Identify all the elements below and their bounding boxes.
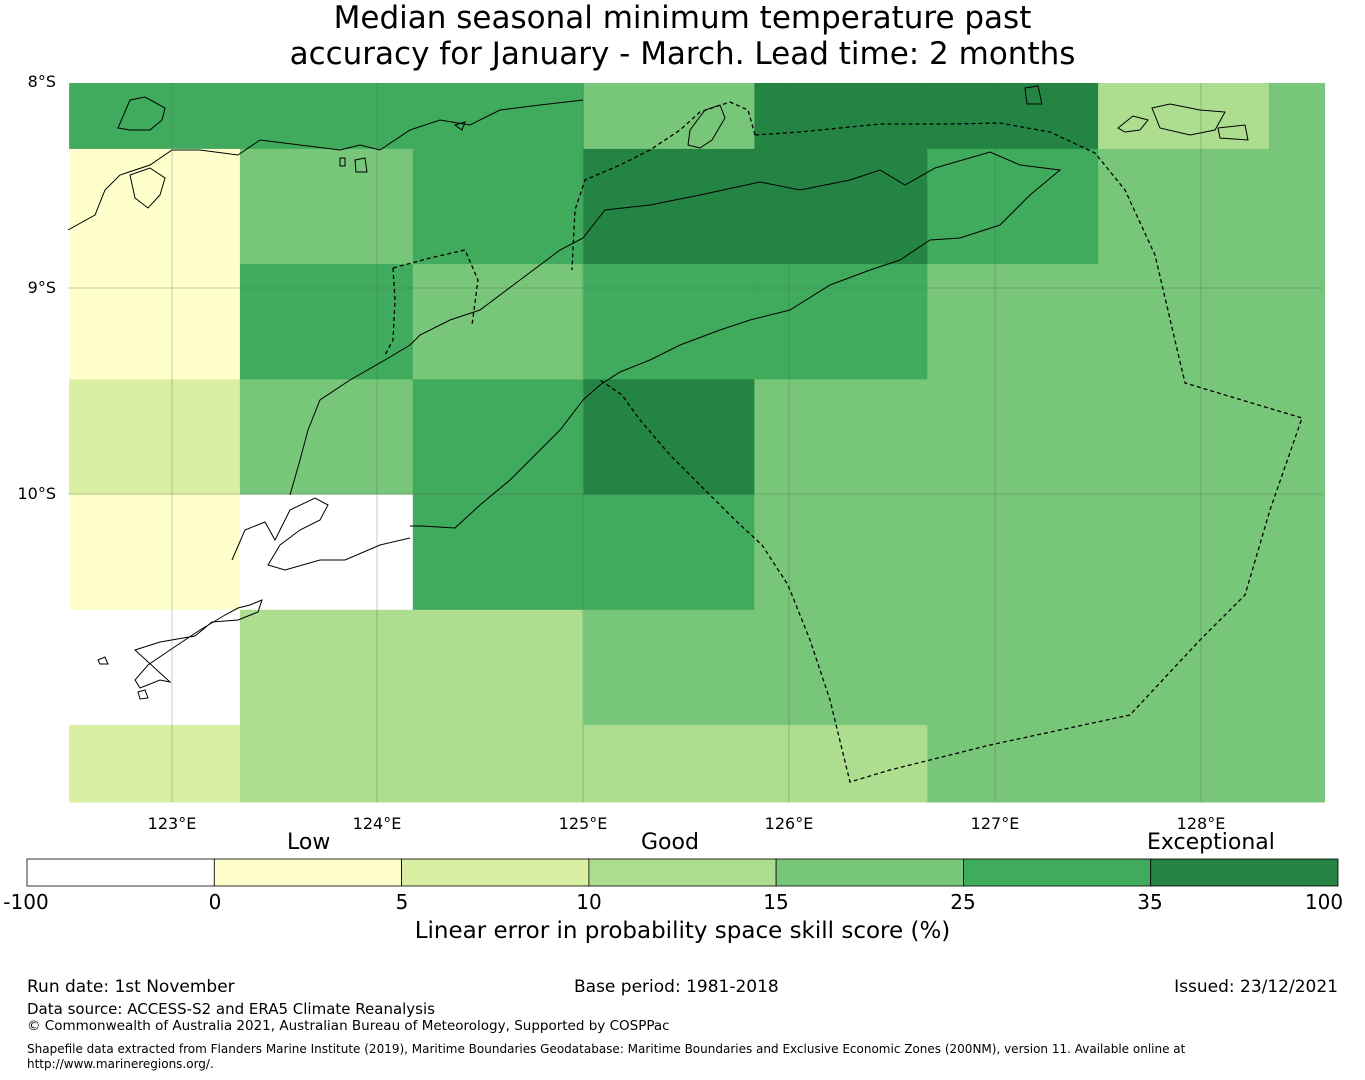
category-low: Low [287, 830, 331, 855]
skill-cell [239, 609, 414, 726]
skill-cell [412, 148, 585, 265]
colorbar-segment [1150, 858, 1339, 887]
skill-cell [412, 83, 585, 150]
colorbar-segment [588, 858, 777, 887]
colorbar-segment [213, 858, 403, 887]
colorbar-segment [401, 858, 590, 887]
skill-cell [69, 264, 241, 380]
shapefile-url: http://www.marineregions.org/. [27, 1057, 214, 1071]
skill-cell [239, 83, 414, 150]
skill-cell [754, 725, 928, 803]
skill-cell [927, 264, 1099, 380]
colorbar-tick-label: -100 [3, 890, 49, 914]
skill-cell [583, 83, 755, 150]
skill-cell [583, 379, 755, 496]
skill-cell [239, 494, 414, 611]
skill-cell [1098, 148, 1270, 265]
skill-cell [583, 264, 755, 380]
skill-cell [1098, 725, 1270, 803]
run-date: Run date: 1st November [27, 977, 235, 997]
skill-cell [1098, 264, 1270, 380]
skill-cell [1268, 379, 1325, 496]
skill-cell [1268, 609, 1325, 726]
colorbar-segment [26, 858, 215, 887]
skill-cell [1268, 264, 1325, 380]
skill-cell [1098, 609, 1270, 726]
skill-grid-cells [69, 83, 1325, 803]
skill-cell [239, 379, 414, 496]
colorbar-tick-label: 10 [576, 890, 602, 914]
skill-cell [927, 379, 1099, 496]
skill-cell [1268, 725, 1325, 803]
skill-cell [754, 609, 928, 726]
colorbar-segment [963, 858, 1152, 887]
lon-label-126e: 126°E [764, 814, 814, 833]
skill-cell [927, 494, 1099, 611]
skill-cell [583, 725, 755, 803]
base-period: Base period: 1981-2018 [574, 977, 779, 997]
colorbar [26, 858, 1339, 887]
colorbar-label: Linear error in probability space skill … [414, 918, 951, 944]
skill-cell [1098, 379, 1270, 496]
skill-cell [69, 725, 241, 803]
colorbar-tick-label: 5 [395, 890, 409, 914]
lat-label-9s: 9°S [27, 278, 56, 297]
colorbar-tick-label: 0 [208, 890, 222, 914]
skill-cell [583, 148, 755, 265]
lon-label-123e: 123°E [147, 814, 197, 833]
skill-cell [927, 609, 1099, 726]
skill-cell [754, 83, 928, 150]
skill-cell [1098, 494, 1270, 611]
skill-cell [69, 494, 241, 611]
skill-cell [583, 494, 755, 611]
copyright: © Commonwealth of Australia 2021, Austra… [27, 1018, 670, 1034]
skill-cell [412, 494, 585, 611]
skill-cell [927, 725, 1099, 803]
lon-label-128e: 128°E [1176, 814, 1226, 833]
skill-cell [69, 83, 241, 150]
lat-label-10s: 10°S [17, 484, 56, 503]
skill-cell [754, 148, 928, 265]
skill-cell [69, 379, 241, 496]
coastlines [67, 85, 1249, 700]
skill-cell [69, 148, 241, 265]
maritime-boundary [384, 101, 1303, 783]
skill-cell [412, 379, 585, 496]
skill-cell [927, 148, 1099, 265]
skill-cell [239, 148, 414, 265]
skill-cell [754, 379, 928, 496]
lat-label-8s: 8°S [27, 72, 56, 91]
skill-cell [412, 725, 585, 803]
category-good: Good [641, 830, 699, 855]
skill-cell [1268, 494, 1325, 611]
skill-cell [412, 609, 585, 726]
skill-cell [239, 264, 414, 380]
skill-cell [1268, 83, 1325, 150]
colorbar-tick-label: 15 [763, 890, 789, 914]
category-exceptional: Exceptional [1147, 830, 1275, 855]
map-title-line-2: accuracy for January - March. Lead time:… [289, 36, 1076, 72]
skill-cell [239, 725, 414, 803]
map-title-line-1: Median seasonal minimum temperature past [333, 0, 1032, 36]
skill-cell [754, 494, 928, 611]
skill-cell [412, 264, 585, 380]
skill-cell [754, 264, 928, 380]
skill-cell [1268, 148, 1325, 265]
data-source: Data source: ACCESS-S2 and ERA5 Climate … [27, 1000, 435, 1018]
lon-label-127e: 127°E [970, 814, 1020, 833]
graticule [68, 83, 1323, 802]
lon-label-125e: 125°E [558, 814, 608, 833]
colorbar-tick-label: 25 [950, 890, 976, 914]
skill-cell [1098, 83, 1270, 150]
skill-cell [583, 609, 755, 726]
colorbar-tick-label: 100 [1304, 890, 1344, 914]
skill-cell [927, 83, 1099, 150]
colorbar-segment [775, 858, 964, 887]
colorbar-tick-label: 35 [1137, 890, 1163, 914]
shapefile-credit: Shapefile data extracted from Flanders M… [27, 1042, 1186, 1056]
issued-date: Issued: 23/12/2021 [1174, 977, 1338, 997]
lon-label-124e: 124°E [352, 814, 402, 833]
